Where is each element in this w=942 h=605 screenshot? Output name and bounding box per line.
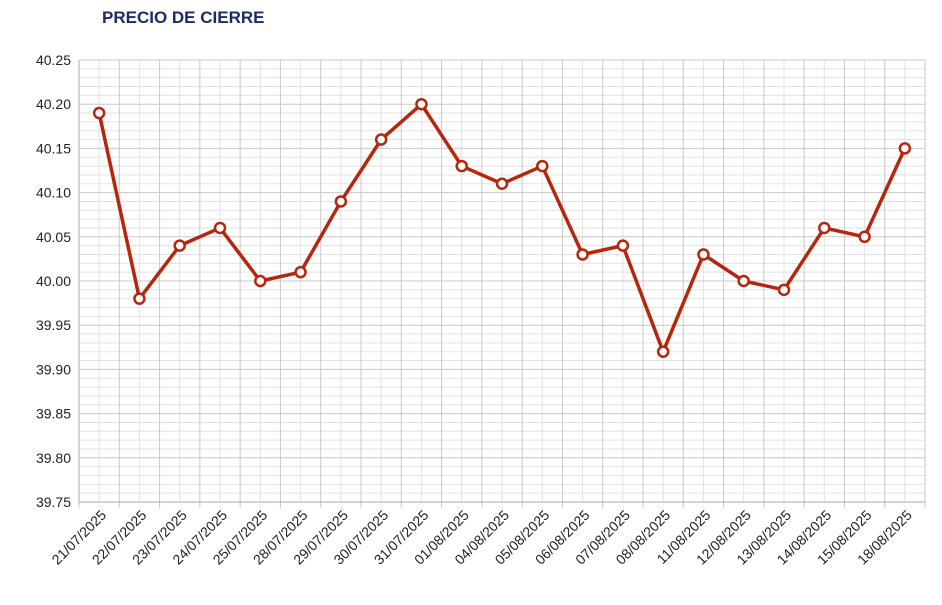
point (858, 230, 871, 244)
y-tick-label: 39.75 (36, 494, 71, 510)
y-tick-label: 40.15 (36, 140, 71, 156)
point (455, 159, 468, 173)
y-tick-label: 40.20 (36, 96, 71, 112)
point (536, 159, 549, 173)
y-tick-label: 39.95 (36, 317, 71, 333)
y-tick-label: 40.10 (36, 185, 71, 201)
chart-title: PRECIO DE CIERRE (102, 8, 264, 27)
point (777, 283, 791, 297)
point (133, 292, 146, 305)
point (92, 106, 106, 120)
point (495, 177, 509, 191)
y-tick-label: 39.85 (36, 406, 71, 422)
y-tick-label: 40.00 (36, 273, 71, 289)
point (374, 133, 388, 146)
point (616, 239, 630, 252)
point (334, 195, 348, 208)
point (818, 221, 831, 235)
point (294, 265, 307, 279)
point (173, 239, 186, 252)
point (898, 142, 912, 155)
point (576, 248, 589, 261)
y-tick-label: 39.90 (36, 361, 71, 377)
y-tick-label: 39.80 (36, 450, 71, 466)
point (656, 345, 670, 358)
point (697, 248, 710, 261)
point (213, 221, 227, 235)
point (415, 97, 428, 111)
y-tick-label: 40.05 (36, 229, 71, 245)
point (737, 274, 750, 288)
point (254, 274, 267, 288)
y-tick-label: 40.25 (36, 52, 71, 68)
